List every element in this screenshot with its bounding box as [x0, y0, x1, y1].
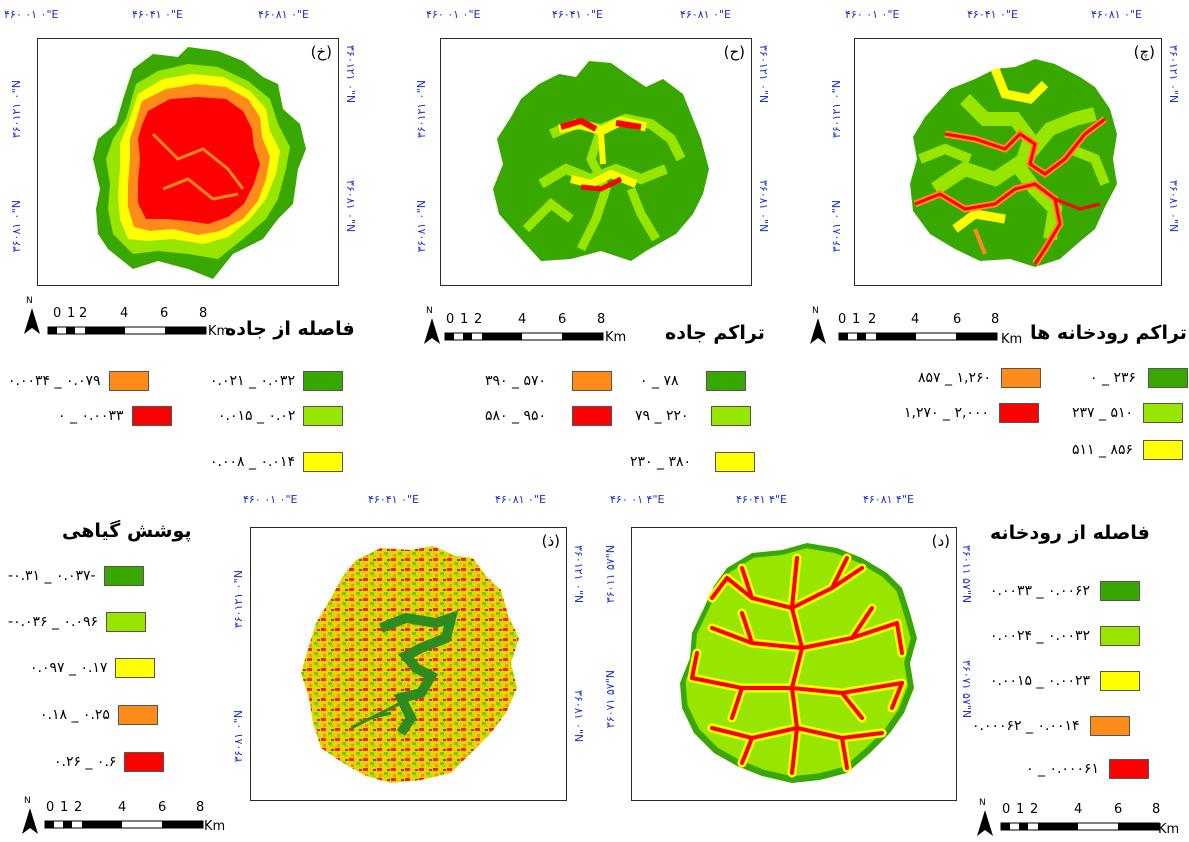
legend-item: ۰.۱۷ _ ۰.۰۹۷: [30, 658, 156, 678]
coord-top-c: ۴۶۰۸۱ ۰"E: [680, 8, 731, 21]
coord-left-n3: ۳۶۰۱۱ ۵۷"N: [604, 545, 617, 604]
panel-title: فاصله از رودخانه: [990, 522, 1150, 544]
legend-item: ۲۳۶ _ ۰: [1090, 368, 1188, 388]
coord-right-n2: ۳۶۰۸۱ ۰"N: [1167, 180, 1180, 233]
legend-item: ۰.۰۰۳۳ _ ۰: [58, 406, 172, 426]
legend-item: ۵۱۰ _ ۲۳۷: [1072, 403, 1184, 423]
legend-item: ۰.۰۰۲۳ _ ۰.۰۰۱۵: [990, 671, 1141, 691]
coord-left-n2: ۳۶۰۸۱ ۰"N: [232, 710, 245, 763]
panel-label: (د): [931, 532, 950, 550]
map-road-density: [493, 61, 709, 261]
coord-left-n1: ۳۶۰۱۲۱ ۰"N: [415, 80, 428, 139]
legend-item: ۲۲۰ _ ۷۹: [635, 406, 751, 426]
legend-item: ۰.۰۳۲ _ ۰.۰۲۱: [210, 371, 343, 391]
coord-top-c: ۴۶۰۸۱ ۰"E: [258, 8, 309, 21]
coord-left-n4: ۳۶۰۷۱ ۵۷"N: [604, 670, 617, 729]
legend-item: ۰.۰۰۰۶۱ _ ۰: [1026, 759, 1150, 779]
coord-top-a: ۴۶۰ ۰۱ ۰"E: [845, 8, 900, 21]
coord-top-b: ۴۶۰۴۱ ۰"E: [132, 8, 183, 21]
panel-title: فاصله از جاده: [225, 318, 355, 340]
panel-title: تراکم رودخانه ها: [1030, 322, 1187, 344]
coord-right-n3: ۳۶۰۱۱ ۵۷"N: [960, 545, 973, 604]
coord-right-n1: ۳۶۰۱۲۱ ۰"N: [572, 545, 585, 604]
north-arrow-icon: N: [975, 798, 995, 842]
north-arrow-icon: N: [22, 296, 42, 340]
coord-right-n1: ۳۶۰۱۲۱ ۰"N: [757, 45, 770, 104]
coord-left-n2: ۳۶۰۸۱ ۰"N: [830, 200, 843, 253]
coord-top-b: ۴۶۰۴۱ ۰"E: [368, 493, 419, 506]
map-vegetation: [301, 546, 519, 783]
coord-top-c: ۴۶۰۸۱ ۰"E: [1091, 8, 1142, 21]
legend-item: ۹۵۰ _ ۵۸۰: [485, 406, 613, 426]
legend-item: ۱,۲۶۰ _ ۸۵۷: [918, 368, 1041, 388]
panel-label: (چ): [1133, 43, 1155, 61]
panel-label: (خ): [310, 43, 332, 61]
coord-top-c: ۴۶۰۸۱ ۴"E: [863, 493, 914, 506]
coord-left-n1: ۳۶۰۱۲۱ ۰"N: [10, 80, 23, 139]
panel-label: (ذ): [541, 532, 560, 550]
coord-left-n2: ۳۶۰۸۱ ۰"N: [415, 200, 428, 253]
map-frame: (د): [631, 527, 957, 801]
map-frame: (خ): [37, 38, 339, 286]
map-river-distance: [680, 543, 917, 783]
legend-item: ۰.۰۱۴ _ ۰.۰۰۸: [210, 452, 343, 472]
panel-label: (ح): [723, 43, 745, 61]
legend-item: ۵۷۰ _ ۳۹۰: [485, 371, 613, 391]
legend-item: ۰.۰۹۶ _ ۰.۰۳۶-: [8, 612, 147, 632]
coord-top-b: ۴۶۰۴۱ ۰"E: [967, 8, 1018, 21]
coord-right-n2: ۳۶۰۸۱ ۰"N: [572, 690, 585, 743]
coord-top-a: ۴۶۰ ۰۱ ۰"E: [4, 8, 59, 21]
north-arrow-icon: N: [808, 306, 828, 350]
legend-item: ۰.۰۲ _ ۰.۰۱۵: [218, 406, 344, 426]
map-road-distance: [93, 47, 306, 279]
coord-right-n2: ۳۶۰۸۱ ۰"N: [757, 180, 770, 233]
legend-item: ۰.۲۵ _ ۰.۱۸: [40, 705, 158, 725]
coord-left-n1: ۳۶۰۱۲۱ ۰"N: [830, 80, 843, 139]
coord-top-c: ۴۶۰۸۱ ۰"E: [495, 493, 546, 506]
coord-right-n1: ۳۶۰۱۲۱ ۰"N: [1167, 45, 1180, 104]
legend-item: ۷۸ _ ۰: [640, 371, 747, 391]
north-arrow-icon: N: [422, 306, 442, 350]
legend-item: ۰.۰۷۹ _ ۰.۰۰۳۴: [8, 371, 149, 391]
coord-left-n2: ۳۶۰۸۱ ۰"N: [10, 200, 23, 253]
legend-item: ۲,۰۰۰ _ ۱,۲۷۰: [904, 403, 1039, 423]
legend-item: ۰.۰۰۶۲ _ ۰.۰۰۳۳: [990, 581, 1141, 601]
panel-title: تراکم جاده: [665, 322, 765, 344]
coord-right-n4: ۳۶۰۷۱ ۵۷"N: [960, 660, 973, 719]
coord-right-n1: ۳۶۰۱۲۱ ۰"N: [344, 45, 357, 104]
north-arrow-icon: N: [20, 796, 40, 840]
legend-item: ۰.۰۰۱۴ _ ۰.۰۰۰۶۲: [972, 716, 1130, 736]
legend-item: ۸۵۶ _ ۵۱۱: [1072, 440, 1184, 460]
legend-item: ۳۸۰ _ ۲۳۰: [630, 452, 756, 472]
coord-top-b: ۴۶۰۴۱ ۰"E: [552, 8, 603, 21]
panel-title: پوشش گیاهی: [62, 520, 192, 542]
coord-left-n1: ۳۶۰۱۲۱ ۰"N: [232, 570, 245, 629]
map-frame: (چ): [854, 38, 1162, 286]
map-frame: (ذ): [250, 527, 567, 801]
coord-right-n2: ۳۶۰۸۱ ۰"N: [344, 180, 357, 233]
coord-top-b: ۴۶۰۴۱ ۴"E: [736, 493, 787, 506]
legend-item: ۰.۰۰۳۲ _ ۰.۰۰۲۴: [990, 626, 1141, 646]
map-river-density: [910, 59, 1117, 267]
legend-item: ۰.۶ _ ۰.۲۶: [54, 752, 165, 772]
coord-top-a: ۴۶۰ ۰۱ ۰"E: [426, 8, 481, 21]
coord-top-a: ۴۶۰ ۰۱ ۰"E: [243, 493, 298, 506]
map-frame: (ح): [440, 38, 752, 286]
legend-item: -۰.۰۳۷ _ ۰.۳۱-: [8, 566, 144, 586]
coord-top-a: ۴۶۰ ۰۱ ۴"E: [610, 493, 665, 506]
